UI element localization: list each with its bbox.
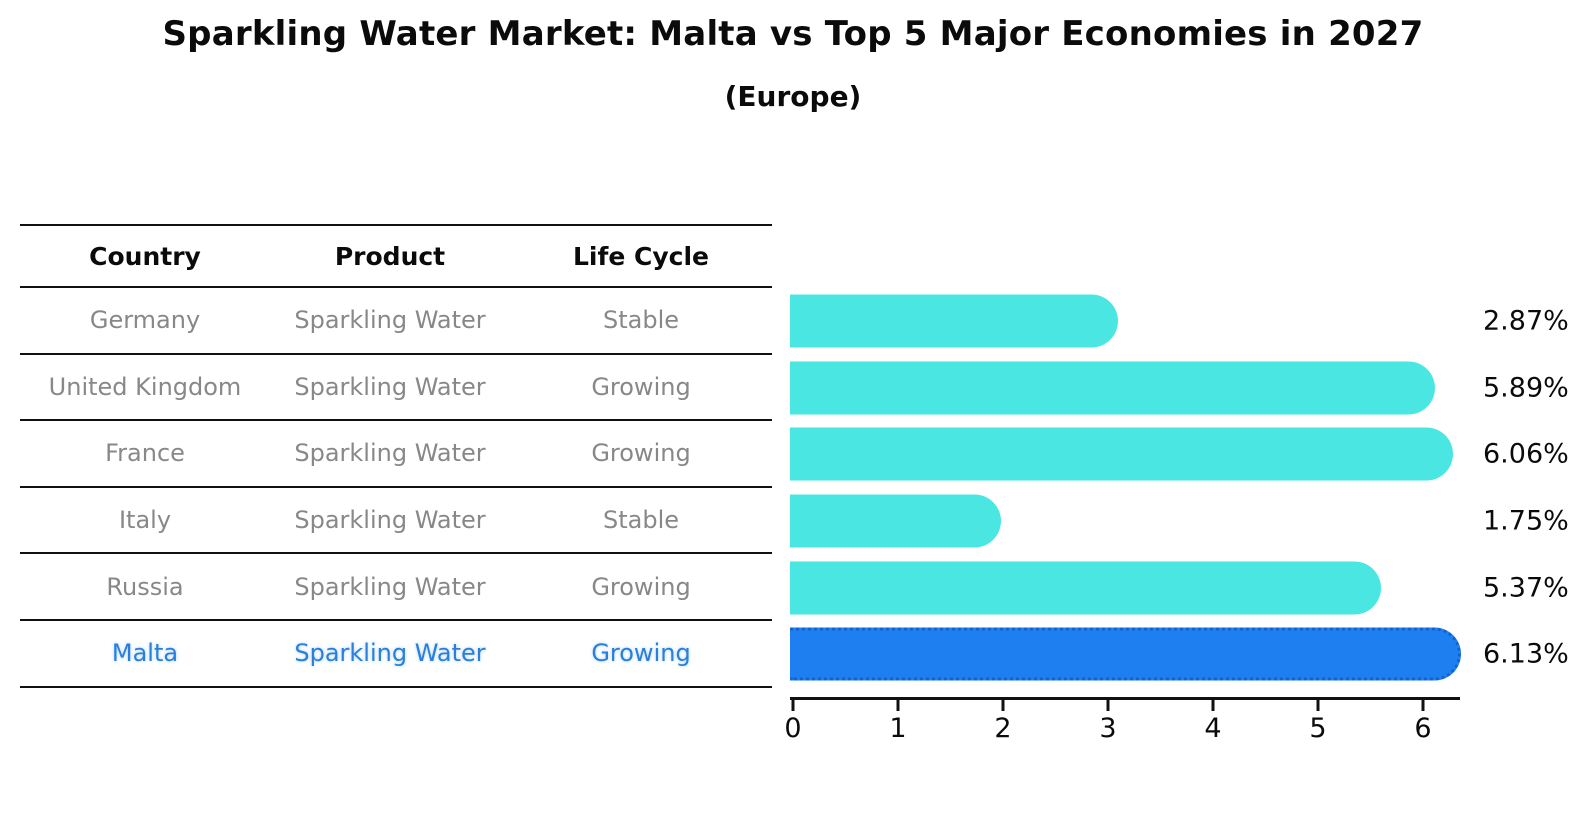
bar-row-malta: 6.13%	[790, 621, 1586, 688]
x-tick-label-4: 4	[1204, 713, 1222, 744]
table-cell-life_cycle: Growing	[591, 572, 691, 601]
bar-value-label-germany: 2.87%	[1483, 305, 1569, 337]
table-cell-country: France	[105, 439, 185, 468]
table-cell-product: Sparkling Water	[294, 639, 486, 668]
table-cell-product: Sparkling Water	[294, 506, 486, 535]
bar-malta	[790, 627, 1461, 681]
table-cell-product: Sparkling Water	[294, 306, 486, 335]
table-row-france: France Sparkling Water Growing	[20, 421, 772, 488]
x-tick-mark-4	[1211, 700, 1215, 711]
x-tick-mark-5	[1316, 700, 1320, 711]
table-row-italy: Italy Sparkling Water Stable	[20, 488, 772, 555]
bar-row-germany: 2.87%	[790, 288, 1586, 355]
bar-value-label-russia: 5.37%	[1483, 572, 1569, 604]
table-cell-product: Sparkling Water	[294, 372, 486, 401]
bar-italy	[790, 494, 1001, 548]
x-axis-line	[790, 697, 1460, 700]
table-row-russia: Russia Sparkling Water Growing	[20, 554, 772, 621]
bar-row-united-kingdom: 5.89%	[790, 355, 1586, 422]
table-cell-country: Germany	[89, 306, 201, 335]
x-tick-label-1: 1	[889, 713, 907, 744]
bar-value-label-united-kingdom: 5.89%	[1483, 372, 1569, 404]
x-tick-mark-1	[896, 700, 900, 711]
x-tick-mark-6	[1421, 700, 1425, 711]
table-row-malta: Malta Sparkling Water Growing	[20, 621, 772, 688]
country-table: Country Product Life Cycle Germany Sparkling…	[20, 224, 772, 688]
chart-title: Sparkling Water Market: Malta vs Top 5 M…	[162, 14, 1424, 54]
x-axis: 0 1 2 3 4 5 6	[784, 697, 1470, 757]
x-tick-label-5: 5	[1309, 713, 1327, 744]
bar-germany	[790, 294, 1119, 348]
table-cell-country: United Kingdom	[48, 372, 242, 401]
table-cell-life_cycle: Growing	[591, 639, 691, 668]
table-header-row: Country Product Life Cycle	[20, 224, 772, 288]
chart-subtitle: (Europe)	[724, 80, 862, 113]
table-cell-life_cycle: Stable	[602, 506, 680, 535]
x-tick-mark-3	[1106, 700, 1110, 711]
table-cell-country: Malta	[111, 639, 179, 668]
x-tick-label-3: 3	[1099, 713, 1117, 744]
bar-row-italy: 1.75%	[790, 488, 1586, 555]
bar-value-label-malta: 6.13%	[1483, 638, 1569, 670]
table-cell-life_cycle: Growing	[591, 372, 691, 401]
table-cell-life_cycle: Growing	[591, 439, 691, 468]
bar-chart: 2.87% 5.89% 6.06% 1.75% 5.37% 6.13%	[790, 288, 1586, 688]
bar-france	[790, 427, 1454, 481]
x-tick-label-6: 6	[1414, 713, 1432, 744]
x-tick-mark-2	[1001, 700, 1005, 711]
bar-value-label-france: 6.06%	[1483, 438, 1569, 470]
table-cell-country: Italy	[118, 506, 172, 535]
table-row-germany: Germany Sparkling Water Stable	[20, 288, 772, 355]
bar-russia	[790, 561, 1381, 615]
x-tick-label-0: 0	[784, 713, 802, 744]
bar-row-france: 6.06%	[790, 421, 1586, 488]
table-header-product: Product	[334, 241, 446, 271]
table-header-life-cycle: Life Cycle	[572, 241, 710, 271]
table-cell-product: Sparkling Water	[294, 572, 486, 601]
table-cell-life_cycle: Stable	[602, 306, 680, 335]
table-header-country: Country	[89, 241, 201, 271]
x-tick-mark-0	[791, 700, 795, 711]
table-cell-country: Russia	[106, 572, 184, 601]
bar-value-label-italy: 1.75%	[1483, 505, 1569, 537]
x-tick-label-2: 2	[994, 713, 1012, 744]
table-cell-product: Sparkling Water	[294, 439, 486, 468]
bar-united-kingdom	[790, 361, 1436, 415]
bar-row-russia: 5.37%	[790, 554, 1586, 621]
table-row-united-kingdom: United Kingdom Sparkling Water Growing	[20, 355, 772, 422]
